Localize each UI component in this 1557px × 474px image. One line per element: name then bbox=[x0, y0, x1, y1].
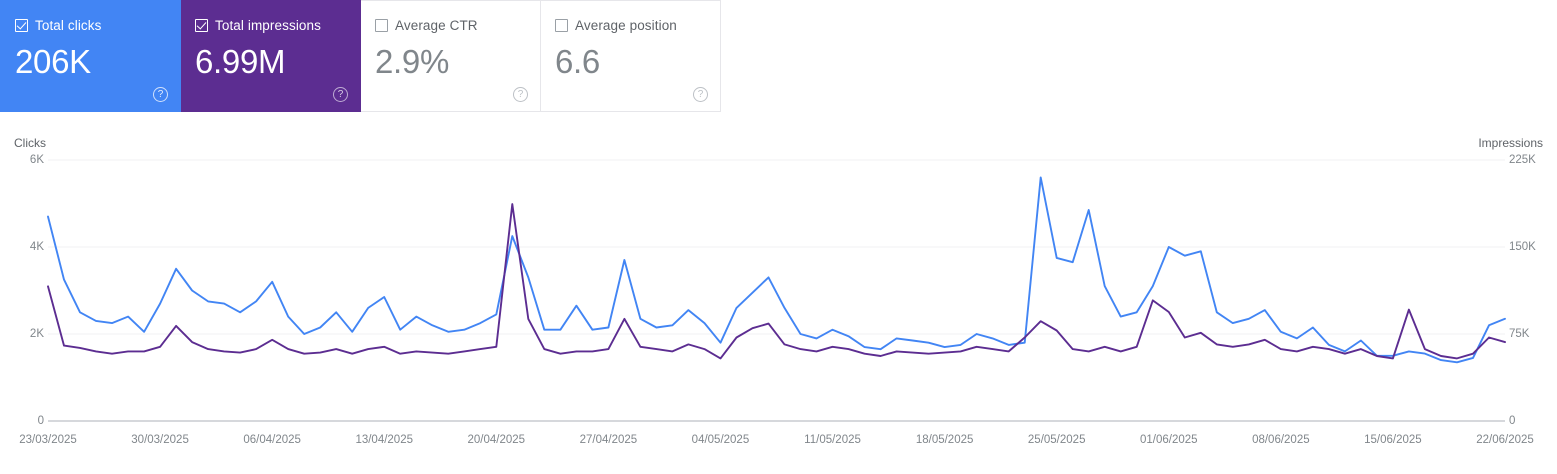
checkbox-icon[interactable] bbox=[555, 18, 568, 32]
metric-card-value: 2.9% bbox=[375, 43, 450, 80]
left-axis-tick: 2K bbox=[29, 328, 44, 340]
help-icon[interactable]: ? bbox=[693, 87, 708, 102]
x-axis-tick: 20/04/2025 bbox=[467, 434, 526, 446]
checkbox-icon[interactable] bbox=[195, 18, 208, 32]
x-axis-tick: 25/05/2025 bbox=[1027, 434, 1086, 446]
metric-card-header: Average position bbox=[555, 17, 706, 33]
metric-card-label: Average position bbox=[575, 17, 677, 33]
help-icon[interactable]: ? bbox=[333, 87, 348, 102]
x-axis-tick: 30/03/2025 bbox=[131, 434, 189, 446]
metric-card-header: Total impressions bbox=[195, 17, 346, 33]
metric-card-header: Average CTR bbox=[375, 17, 526, 33]
metric-card-total-clicks[interactable]: Total clicks 206K? bbox=[0, 0, 181, 112]
help-icon[interactable]: ? bbox=[513, 87, 528, 102]
metric-card-header: Total clicks bbox=[15, 17, 166, 33]
x-axis-tick: 27/04/2025 bbox=[579, 434, 638, 446]
metric-card-value: 6.99M bbox=[195, 43, 286, 80]
left-axis-tick: 4K bbox=[29, 241, 44, 253]
metric-card-label: Average CTR bbox=[395, 17, 478, 33]
help-icon[interactable]: ? bbox=[153, 87, 168, 102]
x-axis-tick: 08/06/2025 bbox=[1252, 434, 1310, 446]
right-axis-tick: 225K bbox=[1509, 154, 1536, 166]
metric-card-average-ctr[interactable]: Average CTR 2.9%? bbox=[361, 0, 541, 112]
x-axis-tick: 18/05/2025 bbox=[915, 434, 974, 446]
x-axis-tick: 06/04/2025 bbox=[243, 434, 301, 446]
right-axis-tick: 0 bbox=[1509, 415, 1516, 427]
chart-plot-area bbox=[47, 159, 1506, 422]
x-axis-tick: 11/05/2025 bbox=[804, 434, 861, 446]
x-axis-tick: 15/06/2025 bbox=[1364, 434, 1422, 446]
left-axis-tick: 6K bbox=[29, 154, 44, 166]
checkbox-icon[interactable] bbox=[375, 18, 388, 32]
right-axis-tick: 75K bbox=[1509, 328, 1530, 340]
x-axis-tick: 13/04/2025 bbox=[355, 434, 413, 446]
metric-card-label: Total impressions bbox=[215, 17, 321, 33]
metric-card-label: Total clicks bbox=[35, 17, 102, 33]
right-axis-title: Impressions bbox=[1478, 136, 1543, 150]
left-axis-tick: 0 bbox=[37, 415, 44, 427]
x-axis-tick: 04/05/2025 bbox=[691, 434, 750, 446]
checkbox-icon[interactable] bbox=[15, 18, 28, 32]
metric-card-row: Total clicks 206K? Total impressions 6.99M?… bbox=[0, 0, 721, 112]
x-axis-tick: 01/06/2025 bbox=[1139, 434, 1198, 446]
x-axis-tick: 22/06/2025 bbox=[1476, 434, 1534, 446]
metric-card-value: 206K bbox=[15, 43, 91, 80]
left-axis-title: Clicks bbox=[14, 136, 46, 150]
metric-card-total-impressions[interactable]: Total impressions 6.99M? bbox=[181, 0, 361, 112]
metric-card-average-position[interactable]: Average position 6.6? bbox=[541, 0, 721, 112]
performance-chart[interactable]: Clicks Impressions 0 0 2K 75K 4K 150K 6K 225K 23… bbox=[0, 112, 1557, 474]
right-axis-tick: 150K bbox=[1509, 241, 1536, 253]
metric-card-value: 6.6 bbox=[555, 43, 600, 80]
x-axis-tick: 23/03/2025 bbox=[19, 434, 77, 446]
